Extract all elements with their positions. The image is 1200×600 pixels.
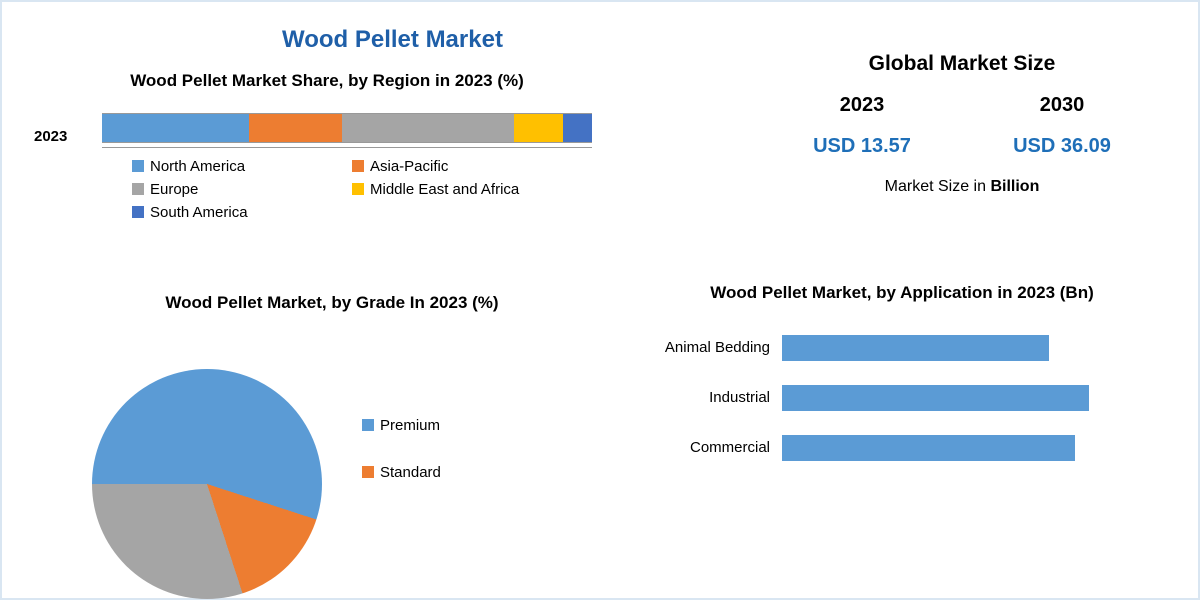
region-legend: North America Asia-Pacific Europe Middle Ea…	[132, 158, 582, 221]
gms-title: Global Market Size	[762, 52, 1162, 76]
region-stacked-bar	[102, 113, 592, 143]
application-row: Commercial	[622, 423, 1182, 473]
region-chart-title: Wood Pellet Market Share, by Region in 2…	[72, 70, 582, 93]
application-row: Industrial	[622, 373, 1182, 423]
application-bar-chart: Wood Pellet Market, by Application in 20…	[622, 282, 1182, 473]
region-seg-south-america	[563, 114, 592, 142]
legend-swatch-icon	[132, 160, 144, 172]
grade-legend-item: Premium	[362, 417, 441, 434]
application-label: Industrial	[622, 389, 782, 406]
application-bar	[782, 335, 1049, 361]
application-bar-track	[782, 435, 1182, 461]
gms-value-0: USD 13.57	[772, 135, 952, 158]
region-year-label: 2023	[34, 128, 67, 145]
region-legend-item: Middle East and Africa	[352, 181, 572, 198]
gms-value-1: USD 36.09	[972, 135, 1152, 158]
legend-swatch-icon	[352, 183, 364, 195]
application-bars: Animal Bedding Industrial Commercial	[622, 323, 1182, 473]
grade-legend-label: Standard	[380, 464, 441, 481]
gms-years-row: 2023 2030	[762, 94, 1162, 117]
grade-legend-label: Premium	[380, 417, 440, 434]
application-label: Commercial	[622, 439, 782, 456]
application-bar	[782, 435, 1075, 461]
legend-swatch-icon	[362, 419, 374, 431]
region-seg-asia-pacific	[249, 114, 342, 142]
application-bar-track	[782, 385, 1182, 411]
grade-legend-item: Standard	[362, 464, 441, 481]
region-legend-label: North America	[150, 158, 245, 175]
grade-chart-title: Wood Pellet Market, by Grade In 2023 (%)	[72, 292, 592, 315]
gms-values-row: USD 13.57 USD 36.09	[762, 117, 1162, 158]
application-row: Animal Bedding	[622, 323, 1182, 373]
region-legend-item: Europe	[132, 181, 352, 198]
legend-swatch-icon	[132, 206, 144, 218]
region-legend-label: Europe	[150, 181, 198, 198]
region-axis	[102, 147, 592, 148]
global-market-size-panel: Global Market Size 2023 2030 USD 13.57 U…	[762, 52, 1162, 196]
legend-swatch-icon	[352, 160, 364, 172]
region-legend-label: Asia-Pacific	[370, 158, 448, 175]
application-chart-title: Wood Pellet Market, by Application in 20…	[622, 282, 1182, 305]
region-share-chart: Wood Pellet Market Share, by Region in 2…	[72, 70, 582, 221]
grade-pie-chart: Wood Pellet Market, by Grade In 2023 (%)…	[72, 292, 592, 559]
gms-unit: Market Size in Billion	[762, 178, 1162, 196]
application-bar	[782, 385, 1089, 411]
region-legend-label: South America	[150, 204, 248, 221]
region-seg-north-america	[102, 114, 249, 142]
gms-unit-bold: Billion	[990, 178, 1039, 195]
legend-swatch-icon	[362, 466, 374, 478]
gms-unit-prefix: Market Size in	[885, 178, 991, 195]
gms-year-0: 2023	[772, 94, 952, 117]
region-legend-item: North America	[132, 158, 352, 175]
legend-swatch-icon	[132, 183, 144, 195]
application-bar-track	[782, 335, 1182, 361]
region-legend-item: South America	[132, 204, 352, 221]
region-seg-europe	[342, 114, 514, 142]
region-legend-item: Asia-Pacific	[352, 158, 572, 175]
gms-year-1: 2030	[972, 94, 1152, 117]
grade-legend: Premium Standard	[362, 417, 441, 481]
region-seg-middle-east-and-africa	[514, 114, 563, 142]
region-legend-label: Middle East and Africa	[370, 181, 519, 198]
grade-pie	[92, 369, 322, 599]
application-label: Animal Bedding	[622, 339, 782, 356]
main-title: Wood Pellet Market	[282, 26, 503, 54]
